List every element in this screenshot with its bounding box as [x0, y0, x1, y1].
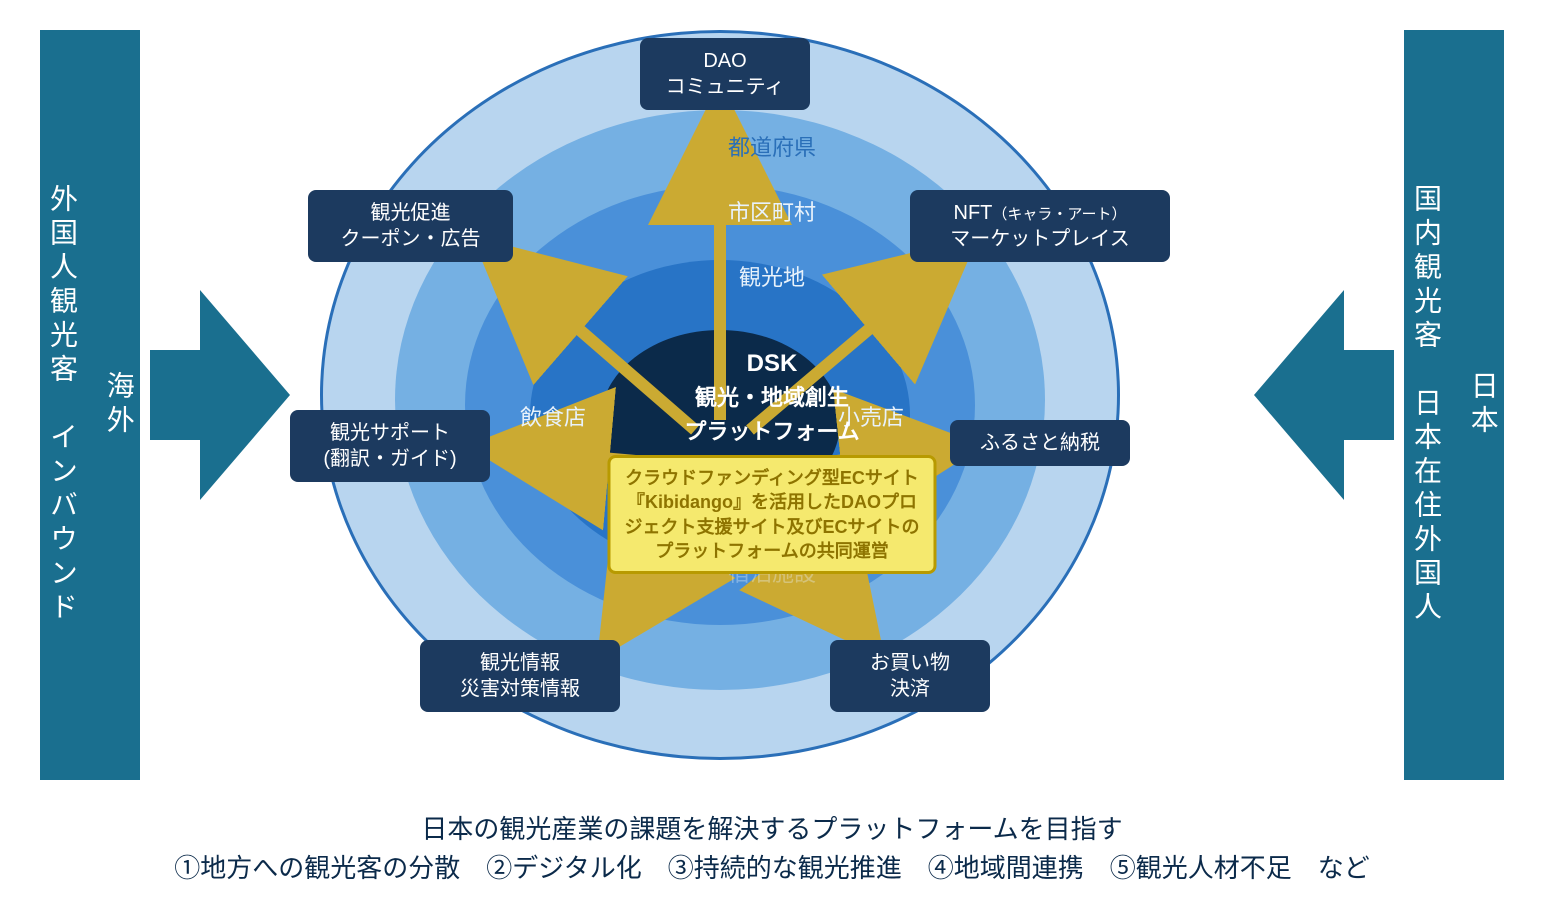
- yellow-l2: 『Kibidango』を活用したDAOプロ: [624, 490, 919, 514]
- yellow-l3: ジェクト支援サイト及びECサイトの: [624, 515, 919, 539]
- footer-line2: ①地方への観光客の分散 ②デジタル化 ③持続的な観光推進 ④地域間連携 ⑤観光人…: [0, 849, 1544, 888]
- ring-label-prefecture: 都道府県: [728, 130, 816, 162]
- center-line2: 観光・地域創生: [684, 380, 859, 412]
- node-br-l2: 決済: [848, 676, 972, 702]
- node-dao-l2: コミュニティ: [658, 74, 792, 100]
- diagram-area: 海外 外国人観光客 インバウンド 日本 国内観光客 日本在住外国人 都道府県 市…: [0, 0, 1544, 810]
- node-shopping-payment: お買い物 決済: [830, 640, 990, 712]
- node-br-l1: お買い物: [848, 650, 972, 676]
- node-dao-l1: DAO: [658, 48, 792, 74]
- node-tr-l1: NFT（キャラ・アート）: [928, 200, 1152, 226]
- yellow-l1: クラウドファンディング型ECサイト: [624, 466, 919, 490]
- yellow-l4: プラットフォームの共同運営: [624, 539, 919, 563]
- node-mr-l1: ふるさと納税: [968, 430, 1112, 456]
- yellow-callout: クラウドファンディング型ECサイト 『Kibidango』を活用したDAOプロ …: [607, 455, 936, 574]
- node-tl-l2: クーポン・広告: [326, 226, 495, 252]
- node-ml-l1: 観光サポート: [308, 420, 472, 446]
- node-dao-community: DAO コミュニティ: [640, 38, 810, 110]
- ring-label-municipality: 市区町村: [728, 195, 816, 227]
- node-tourism-promotion: 観光促進 クーポン・広告: [308, 190, 513, 262]
- node-nft-marketplace: NFT（キャラ・アート） マーケットプレイス: [910, 190, 1170, 262]
- footer-line1: 日本の観光産業の課題を解決するプラットフォームを目指す: [0, 810, 1544, 849]
- node-tourism-support: 観光サポート (翻訳・ガイド): [290, 410, 490, 482]
- ring-label-tourist-spot: 観光地: [739, 260, 805, 292]
- center-line1: DSK: [684, 350, 859, 378]
- node-tr-l2: マーケットプレイス: [928, 226, 1152, 252]
- right-side-arrow: [1254, 290, 1394, 500]
- node-furusato-nozei: ふるさと納税: [950, 420, 1130, 466]
- node-tourism-info: 観光情報 災害対策情報: [420, 640, 620, 712]
- center-line3: プラットフォーム: [684, 414, 859, 446]
- node-bl-l2: 災害対策情報: [438, 676, 602, 702]
- node-ml-l2: (翻訳・ガイド): [308, 446, 472, 472]
- center-core: DSK 観光・地域創生 プラットフォーム: [684, 350, 859, 446]
- left-side-arrow: [150, 290, 290, 500]
- node-tl-l1: 観光促進: [326, 200, 495, 226]
- node-bl-l1: 観光情報: [438, 650, 602, 676]
- footer-text: 日本の観光産業の課題を解決するプラットフォームを目指す ①地方への観光客の分散 …: [0, 810, 1544, 888]
- ring-label-restaurant: 飲食店: [520, 400, 586, 432]
